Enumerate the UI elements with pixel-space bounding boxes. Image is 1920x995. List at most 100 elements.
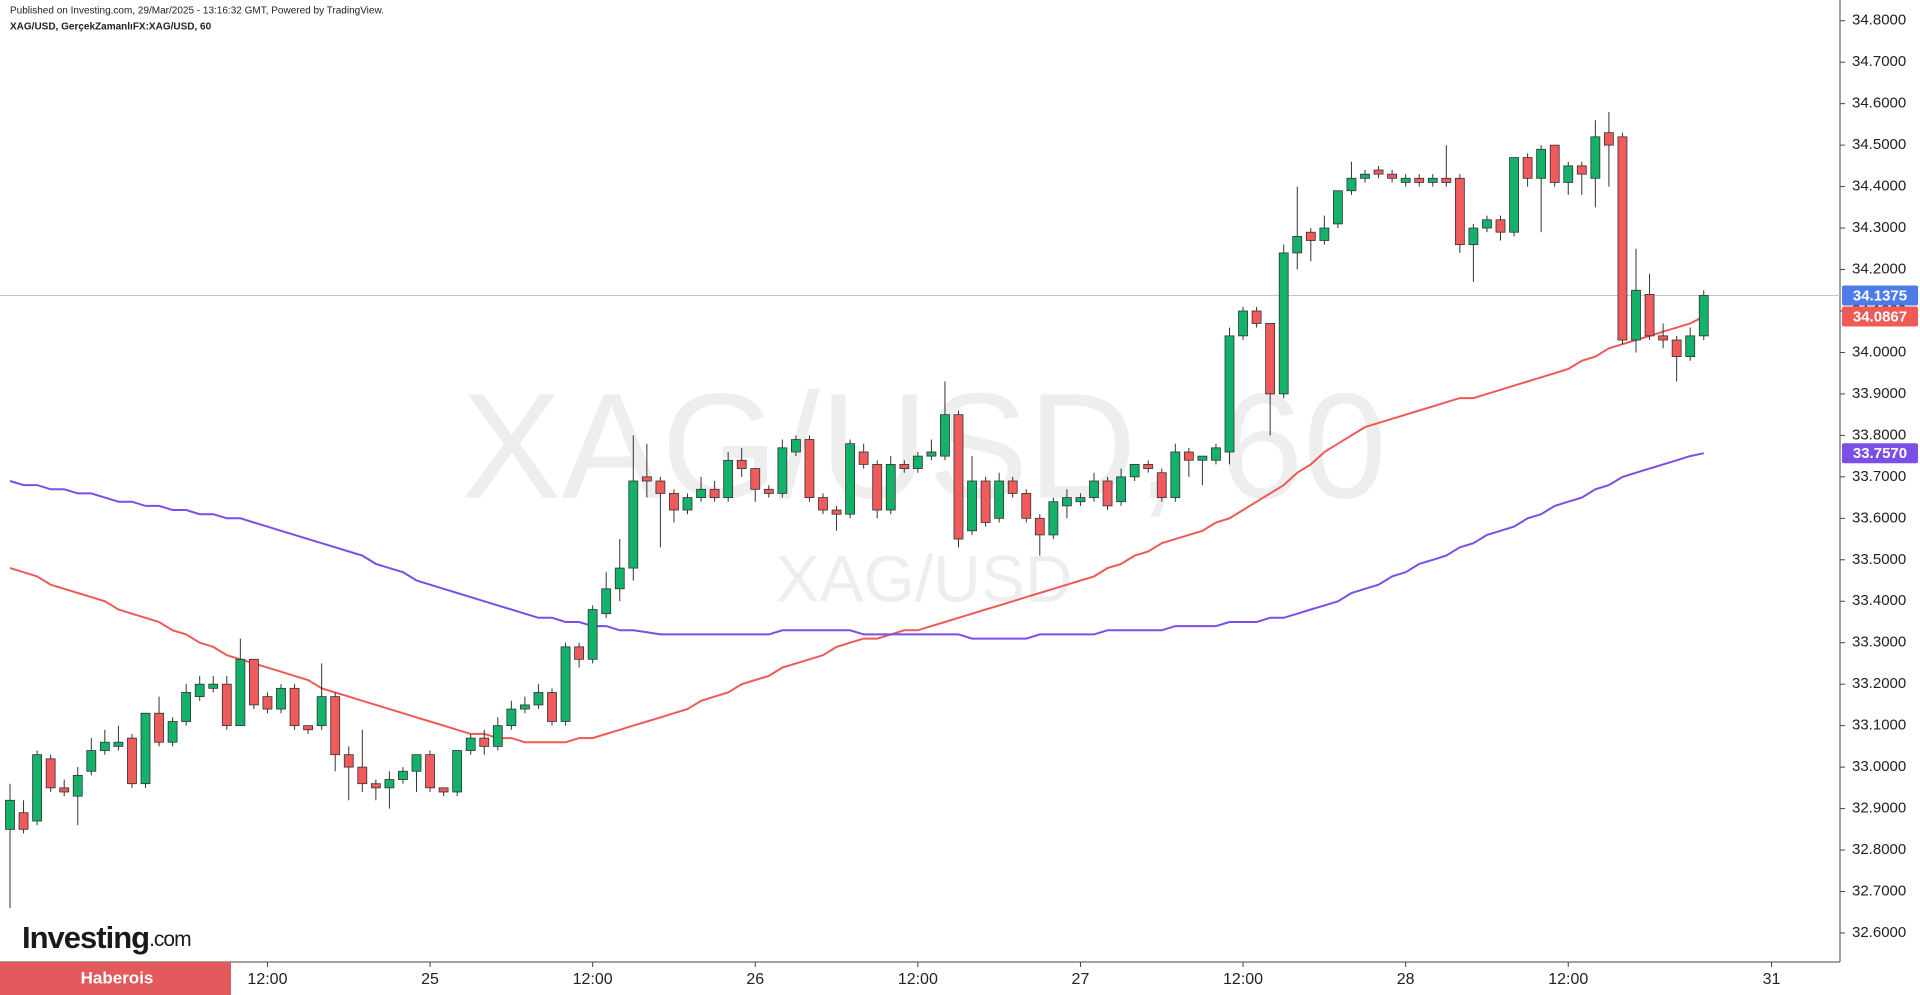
candle-body [1333, 190, 1343, 225]
moving-average [9, 315, 1705, 744]
candle-body [1509, 157, 1519, 233]
x-tick-label: 27 [1072, 971, 1090, 988]
candle-body [1617, 136, 1628, 341]
candle-body [1685, 335, 1696, 358]
candle-body [411, 754, 422, 772]
candle-body [1143, 464, 1154, 469]
candle-body [1062, 497, 1072, 507]
x-tick-label: 26 [746, 971, 764, 988]
candle-body [398, 770, 408, 780]
candle-body [1346, 177, 1357, 192]
candle-body [221, 683, 232, 727]
candle-body [330, 696, 341, 756]
candle-body [858, 451, 869, 465]
candle-body [276, 687, 286, 710]
y-tick-label: 32.6000 [1852, 924, 1906, 941]
candle-body [140, 712, 151, 785]
candle-body [587, 609, 598, 660]
x-tick-label: 12:00 [573, 971, 613, 988]
candle-body [425, 754, 435, 789]
candle-body [669, 493, 679, 511]
symbol-header: XAG/USD, GerçekZamanlıFX:XAG/USD, 60 [10, 22, 212, 33]
candle-body [641, 476, 652, 482]
candle-body [940, 414, 950, 457]
candle-body [750, 468, 761, 490]
candle-body [1522, 157, 1533, 179]
candle-body [1129, 464, 1140, 478]
candle-body [899, 464, 910, 469]
candle-body [1305, 231, 1316, 241]
candle-body [1183, 451, 1194, 461]
candle-body [370, 783, 381, 789]
y-tick-label: 34.6000 [1852, 95, 1906, 112]
candle-body [1576, 165, 1587, 175]
candle-body [845, 443, 855, 515]
candle-body [248, 658, 259, 706]
candle-body [303, 725, 314, 731]
candle-body [194, 683, 205, 698]
candle-body [1644, 294, 1655, 337]
candle-body [655, 480, 666, 494]
candle-body [614, 567, 625, 590]
candle-body [1102, 480, 1113, 507]
candle-body [574, 646, 584, 660]
y-tick-label: 34.3000 [1852, 219, 1906, 236]
candle-body [262, 696, 273, 710]
candle-body [953, 414, 964, 540]
candle-body [1549, 144, 1560, 183]
x-tick-label: 25 [421, 971, 439, 988]
candle-body [32, 754, 42, 822]
candle-body [1075, 497, 1086, 503]
logo-main: Investing [22, 920, 149, 955]
y-tick-label: 34.5000 [1852, 136, 1906, 153]
candle-body [45, 758, 56, 789]
candle-body [1590, 136, 1601, 179]
y-tick-label: 34.4000 [1852, 178, 1906, 195]
watermark: XAG/USD, 60 [461, 362, 1386, 530]
y-tick-label: 33.4000 [1852, 592, 1906, 609]
price-badge-label: 34.0867 [1853, 308, 1907, 325]
candle-body [1211, 447, 1221, 461]
candle-body [438, 787, 449, 793]
candle-body [1454, 177, 1465, 246]
candle-body [1156, 472, 1167, 498]
candle-body [1400, 177, 1411, 183]
candle-body [465, 737, 476, 751]
y-tick-label: 33.0000 [1852, 758, 1906, 775]
candle-body [1631, 289, 1641, 341]
candle-body [994, 480, 1005, 519]
candle-body [18, 812, 29, 830]
published-note: Published on Investing.com, 29/Mar/2025 … [10, 6, 384, 17]
candle-body [791, 439, 801, 453]
candle-body [154, 712, 164, 743]
candle-body [167, 721, 178, 743]
candle-body [1034, 517, 1045, 536]
candle-body [316, 696, 327, 727]
candle-body [1387, 173, 1397, 179]
candle-body [885, 464, 896, 511]
candle-body [1427, 177, 1438, 183]
candle-body [113, 741, 124, 747]
candle-body [533, 692, 544, 706]
moving-average [9, 452, 1705, 640]
candle-body [181, 692, 192, 722]
candle-body [1007, 480, 1018, 494]
price-badge-label: 34.1375 [1853, 287, 1907, 304]
candle-body [357, 766, 368, 785]
logo-suffix: .com [149, 928, 191, 951]
price-badge [1842, 443, 1918, 464]
candle-body [1658, 335, 1668, 341]
candle-body [682, 497, 693, 511]
candle-body [1373, 169, 1384, 175]
y-tick-label: 34.7000 [1852, 53, 1906, 70]
candle-body [1468, 227, 1479, 246]
x-tick-label: 12:00 [898, 971, 938, 988]
candle-body [1048, 501, 1059, 536]
candle-body [1170, 451, 1181, 498]
price-badge-label: 33.7570 [1853, 445, 1907, 462]
y-tick-label: 32.8000 [1852, 841, 1906, 858]
price-badge [1842, 306, 1918, 327]
candle-body [777, 447, 788, 494]
candle-body [601, 588, 612, 615]
